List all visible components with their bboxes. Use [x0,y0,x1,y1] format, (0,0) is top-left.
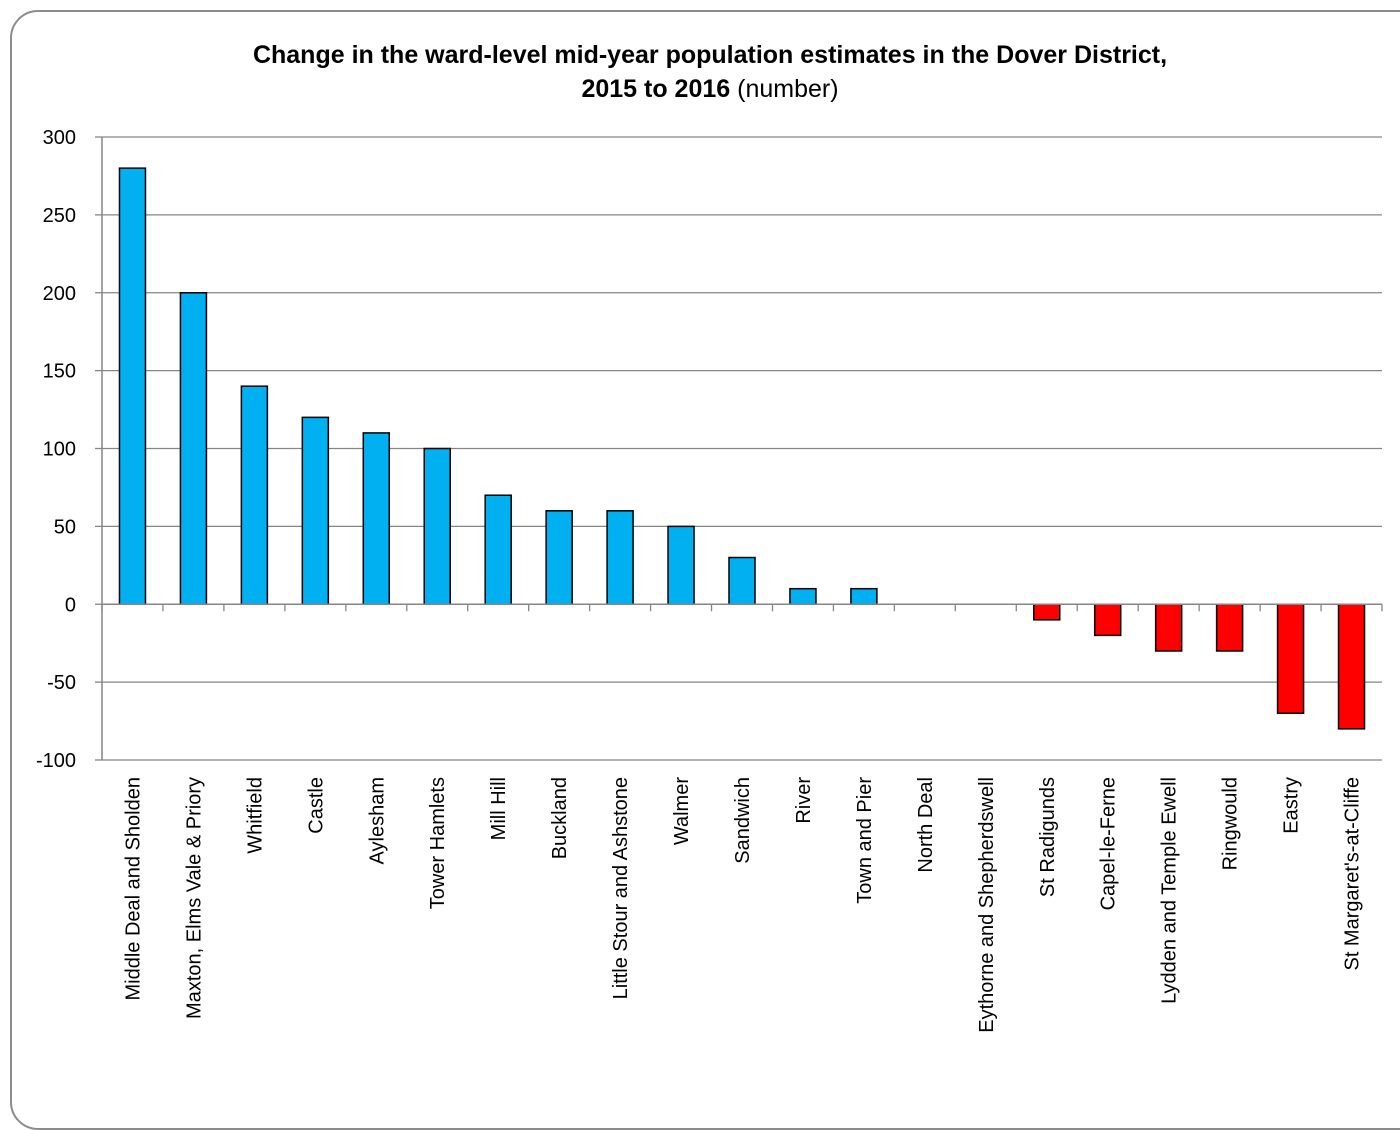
x-tick-label: Castle [305,777,327,834]
axes [101,137,1383,760]
bar [667,525,695,605]
bar [606,510,634,605]
x-tick-label: Lydden and Temple Ewell [1159,777,1181,1004]
x-tick-label: Aylesham [366,777,388,864]
y-tick-label: 250 [43,205,76,227]
y-tick-label: -50 [47,672,76,694]
bar [1276,603,1305,715]
bar [423,447,451,605]
bar [484,494,512,606]
y-tick-label: 0 [65,594,76,616]
chart-title-unit: (number) [737,75,839,103]
y-tick-labels: 300 250 200 150 100 50 0 -50 -100 [36,127,76,772]
x-tick-label: Town and Pier [854,777,876,904]
x-tick-label: Eythorne and Shepherdswell [976,777,998,1033]
x-tick-labels: Middle Deal and Sholden Maxton, Elms Vale… [122,777,1363,1033]
x-tick-label: Maxton, Elms Vale & Priory [183,777,205,1019]
x-tick-label: Middle Deal and Sholden [122,777,144,1001]
chart-title-line1: Change in the ward-level mid-year popula… [252,41,1168,69]
x-tick-label: Little Stour and Ashstone [610,777,632,999]
x-tick-label: North Deal [915,777,937,873]
bar [1215,603,1244,652]
bar [545,510,573,605]
gridlines [95,136,1382,761]
x-tick-label: Mill Hill [488,777,510,840]
x-tick-label: River [793,777,815,824]
x-tick-label: St Margaret's-at-Cliffe [1342,777,1364,971]
bar [1093,603,1122,637]
x-tick-label: Eastry [1281,777,1303,834]
bar [1337,603,1366,730]
y-tick-label: 50 [54,516,76,538]
chart-title: Change in the ward-level mid-year popula… [0,38,1400,106]
x-tick-label: St Radigunds [1037,777,1059,897]
bar [728,556,756,606]
bars [118,167,1366,730]
bar [1154,603,1183,652]
bar [789,587,817,605]
bar [362,432,391,605]
x-tick-label: Whitfield [244,777,266,854]
bar [179,292,208,605]
x-tick-label: Tower Hamlets [427,777,449,909]
x-tick-label: Ringwould [1220,777,1242,870]
y-tick-label: 100 [43,439,76,461]
bar [1033,603,1061,621]
y-tick-label: 150 [43,361,76,383]
bar [118,167,147,605]
x-tick-label: Capel-le-Ferne [1098,777,1120,910]
y-tick-label: 200 [43,283,76,305]
y-tick-label: -100 [36,750,76,772]
bar-chart: 300 250 200 150 100 50 0 -50 -100 Middle Deal an… [36,127,1383,1033]
bar [240,385,269,606]
x-tick-label: Walmer [671,777,693,845]
chart-title-line2: 2015 to 2016 [581,75,731,103]
bar [301,416,330,605]
y-tick-label: 300 [43,127,76,149]
x-tick-label: Buckland [549,777,571,859]
x-tick-label: Sandwich [732,777,754,864]
bar [850,587,878,605]
